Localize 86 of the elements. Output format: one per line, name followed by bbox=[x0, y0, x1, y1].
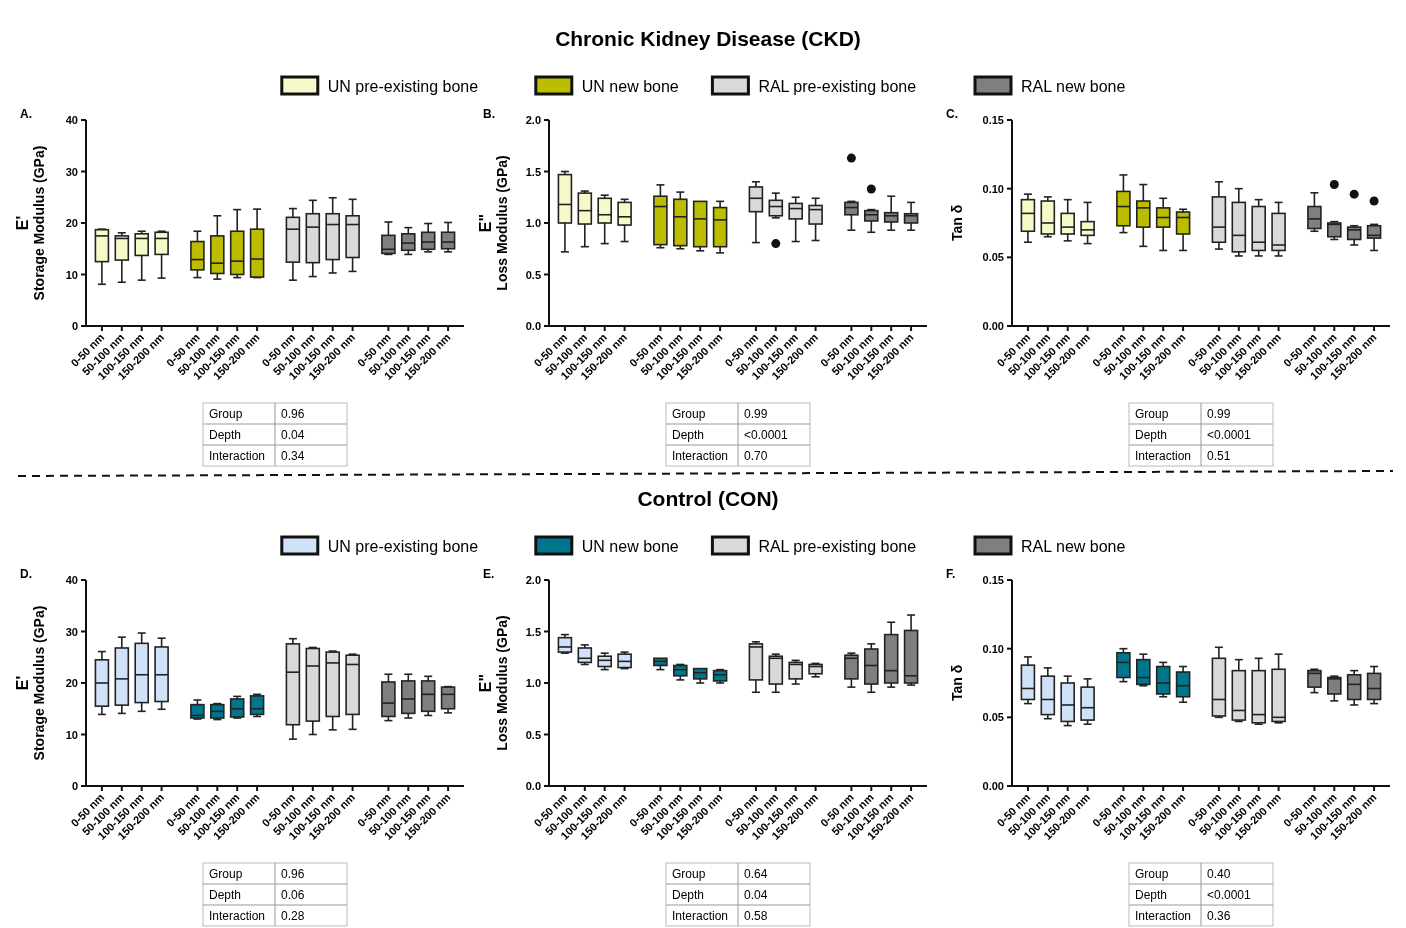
text: Interaction bbox=[672, 449, 729, 463]
text: Group bbox=[209, 407, 243, 421]
text: Group bbox=[672, 867, 706, 881]
text: 0.96 bbox=[281, 867, 305, 881]
y-axis-title: E' Storage Modulus (GPa) bbox=[14, 605, 47, 761]
y-tick-label: 0.0 bbox=[525, 780, 541, 792]
text: 0.58 bbox=[744, 909, 768, 923]
text: Group bbox=[209, 867, 243, 881]
text: 0.64 bbox=[744, 867, 768, 881]
y-axis-title: E" Loss Modulus (GPa) bbox=[477, 155, 510, 291]
text: 0.06 bbox=[281, 888, 305, 902]
text: 0.51 bbox=[1207, 449, 1231, 463]
text: <0.0001 bbox=[744, 428, 789, 442]
y-tick-label: 40 bbox=[65, 574, 78, 586]
text: <0.0001 bbox=[1207, 428, 1252, 442]
text: Group bbox=[1135, 407, 1169, 421]
text: A. bbox=[20, 107, 32, 121]
text: Depth bbox=[1135, 428, 1168, 442]
text: E. bbox=[483, 567, 495, 581]
legend-label: RAL pre-existing bone bbox=[758, 538, 917, 555]
y-tick-label: 1.0 bbox=[525, 677, 541, 689]
text: Depth bbox=[209, 888, 242, 902]
y-tick-label: 10 bbox=[65, 268, 78, 281]
text: C. bbox=[946, 107, 958, 121]
y-tick-label: 0.0 bbox=[525, 320, 541, 332]
y-tick-label: 0.10 bbox=[982, 642, 1004, 655]
text: 0.40 bbox=[1207, 867, 1231, 881]
text: Interaction bbox=[209, 909, 266, 923]
text: Interaction bbox=[209, 449, 266, 463]
y-axis-title: Tan δ bbox=[949, 204, 965, 242]
text: Depth bbox=[672, 428, 705, 442]
y-axis-title: E" Loss Modulus (GPa) bbox=[477, 615, 510, 751]
legend-label: UN pre-existing bone bbox=[327, 78, 479, 95]
y-tick-label: 2.0 bbox=[525, 114, 541, 126]
text: Interaction bbox=[672, 909, 729, 923]
y-tick-label: 40 bbox=[65, 114, 78, 126]
y-tick-label: 0.15 bbox=[982, 574, 1004, 586]
chart-title: Chronic Kidney Disease (CKD) bbox=[555, 27, 861, 50]
y-tick-label: 0.10 bbox=[982, 182, 1004, 195]
text: 0.04 bbox=[281, 428, 305, 442]
y-tick-label: 0.5 bbox=[525, 268, 541, 281]
text: Depth bbox=[1135, 888, 1168, 902]
y-axis-title: E' Storage Modulus (GPa) bbox=[14, 145, 47, 301]
y-tick-label: 20 bbox=[65, 677, 78, 689]
text: B. bbox=[483, 107, 495, 121]
legend-label: UN new bone bbox=[581, 538, 679, 555]
chart-title: Control (CON) bbox=[637, 487, 779, 510]
y-tick-label: 20 bbox=[65, 217, 78, 229]
y-axis-title: Tan δ bbox=[949, 664, 965, 702]
text: 0.99 bbox=[744, 407, 768, 421]
text: 0.70 bbox=[744, 449, 768, 463]
y-tick-label: 30 bbox=[65, 625, 78, 638]
y-tick-label: 0.05 bbox=[982, 711, 1004, 724]
text: 0.28 bbox=[281, 909, 305, 923]
y-tick-label: 1.5 bbox=[525, 165, 541, 178]
text: 0.96 bbox=[281, 407, 305, 421]
y-tick-label: 2.0 bbox=[525, 574, 541, 586]
y-tick-label: 0.00 bbox=[982, 320, 1004, 332]
text: Group bbox=[672, 407, 706, 421]
text: Interaction bbox=[1135, 909, 1192, 923]
y-tick-label: 0 bbox=[71, 320, 78, 332]
legend-label: RAL new bone bbox=[1021, 78, 1126, 95]
text: Depth bbox=[672, 888, 705, 902]
y-tick-label: 1.5 bbox=[525, 625, 541, 638]
text: 0.99 bbox=[1207, 407, 1231, 421]
y-tick-label: 0.5 bbox=[525, 728, 541, 741]
y-tick-label: 0.15 bbox=[982, 114, 1004, 126]
text: <0.0001 bbox=[1207, 888, 1252, 902]
text: 0.34 bbox=[281, 449, 305, 463]
text: 0.36 bbox=[1207, 909, 1231, 923]
y-tick-label: 0.00 bbox=[982, 780, 1004, 792]
text: F. bbox=[946, 567, 956, 581]
y-tick-label: 1.0 bbox=[525, 217, 541, 229]
y-tick-label: 10 bbox=[65, 728, 78, 741]
text: 0.04 bbox=[744, 888, 768, 902]
legend-label: UN new bone bbox=[581, 78, 679, 95]
text: Interaction bbox=[1135, 449, 1192, 463]
y-tick-label: 0 bbox=[71, 780, 78, 792]
legend-label: RAL new bone bbox=[1021, 538, 1126, 555]
text: D. bbox=[20, 567, 32, 581]
text: Group bbox=[1135, 867, 1169, 881]
legend-label: RAL pre-existing bone bbox=[758, 78, 917, 95]
y-tick-label: 0.05 bbox=[982, 251, 1004, 264]
text: Depth bbox=[209, 428, 242, 442]
legend-label: UN pre-existing bone bbox=[327, 538, 479, 555]
y-tick-label: 30 bbox=[65, 165, 78, 178]
